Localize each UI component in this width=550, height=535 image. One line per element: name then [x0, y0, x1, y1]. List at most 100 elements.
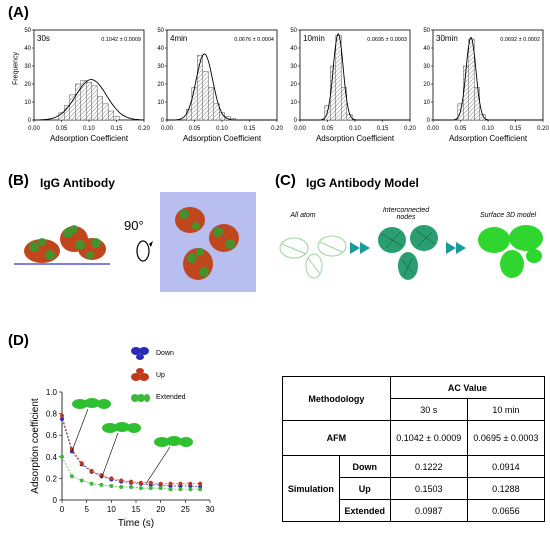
histogram-title: 30s: [37, 34, 50, 43]
x-tick-label: 0.00: [294, 126, 306, 132]
x-tick-label: 10: [107, 505, 116, 514]
series-line: [61, 456, 201, 490]
rotate-arrow-icon: [136, 240, 153, 262]
extended-molecule-snapshot-icon: [72, 398, 111, 409]
down-molecule-icon: [131, 347, 149, 360]
down-30s-value: 0.1222: [389, 455, 468, 478]
row-label-up: Up: [338, 477, 391, 500]
gaussian-fit-line: [33, 79, 144, 121]
x-tick-label: 0.05: [56, 126, 68, 132]
y-tick-label: 10: [290, 100, 297, 106]
plot-frame: [432, 29, 544, 121]
y-tick-label: 40: [24, 46, 31, 52]
y-tick-label: 0.6: [46, 431, 58, 440]
y-tick-label: 0: [294, 118, 298, 124]
y-axis-label: Adsorption coefficient: [30, 398, 41, 494]
histogram-bar: [186, 108, 192, 121]
y-tick-label: 0.2: [46, 474, 58, 483]
table-row-down: Simulation Down 0.1222 0.0914: [282, 455, 546, 522]
histogram-bar: [341, 87, 347, 121]
table-subheader-row: 30 s 10 min: [283, 398, 546, 421]
x-tick-label: 0.00: [161, 126, 173, 132]
data-point: [129, 485, 134, 490]
methodology-header: Methodology: [282, 376, 391, 421]
ac-value-header: AC Value: [389, 376, 546, 399]
panel-a-label: (A): [8, 4, 29, 21]
x-tick-label: 0: [60, 505, 65, 514]
y-tick-label: 0: [28, 118, 32, 124]
x-tick-label: 0.20: [138, 126, 150, 132]
data-point: [89, 468, 94, 473]
x-tick-label: 0.20: [404, 126, 416, 132]
histogram-annotation: 0.1042 ± 0.0009: [101, 37, 141, 43]
y-tick-label: 40: [423, 46, 430, 52]
data-point: [158, 486, 163, 491]
histogram-annotation: 0.0695 ± 0.0003: [367, 37, 407, 43]
x-tick-label: 0.15: [377, 126, 389, 132]
panel-c-title: IgG Antibody Model: [306, 176, 419, 190]
extended-molecule-icon: [131, 394, 150, 402]
annotation-pointer: [101, 432, 119, 479]
gaussian-fit-line: [167, 53, 277, 121]
data-point: [138, 486, 143, 491]
y-tick-label: 30: [157, 64, 164, 70]
data-point: [138, 480, 143, 485]
y-tick-label: 50: [24, 28, 31, 34]
step-all-atom-label: All atom: [290, 212, 316, 219]
data-point: [79, 461, 84, 466]
panel-c-label: (C): [275, 172, 296, 189]
y-tick-label: 0: [427, 118, 431, 124]
histogram-bar: [102, 103, 109, 121]
data-point: [79, 478, 84, 483]
legend-label-down: Down: [156, 349, 174, 357]
col-30s-header: 30 s: [389, 398, 468, 421]
histogram-title: 10min: [303, 34, 325, 43]
y-tick-label: 50: [423, 28, 430, 34]
legend-label-up: Up: [156, 371, 165, 379]
step-surface-label: Surface 3D model: [479, 212, 537, 219]
igg-side-view-image: [14, 225, 110, 265]
x-axis-label: Time (s): [118, 518, 154, 529]
plot-frame: [299, 29, 411, 121]
panel-d-label: (D): [8, 332, 29, 349]
x-axis-label: Adsorption Coefficient: [449, 134, 528, 143]
surface-model-image: [478, 225, 543, 278]
data-point: [109, 483, 114, 488]
y-tick-label: 20: [157, 82, 164, 88]
legend-label-extended: Extended: [156, 393, 186, 401]
ac-value-table: Methodology AC Value 30 s 10 min AFM 0.1…: [282, 376, 546, 522]
panel-b-label: (B): [8, 172, 29, 189]
data-point: [178, 487, 183, 492]
afm-30s-value: 0.1042 ± 0.0009: [389, 420, 468, 456]
x-tick-label: 5: [84, 505, 89, 514]
arrow-icon-1: [350, 242, 370, 254]
data-point: [69, 474, 74, 479]
histogram-bar: [213, 103, 220, 121]
histogram-bar: [191, 87, 198, 121]
data-point: [109, 476, 114, 481]
data-point: [188, 487, 193, 492]
adsorption-line-chart: 0 0.2 0.4 0.6 0.8 1.0 0 5 10 15 20 25 30 Time (s) Adso…: [30, 388, 215, 529]
data-point: [158, 481, 163, 486]
y-tick-label: 10: [423, 100, 430, 106]
data-point: [129, 479, 134, 484]
histogram-annotation: 0.0692 ± 0.0002: [500, 37, 540, 43]
histogram-2: 4min 0.0676 ± 0.0004 0.00 0.05 0.10 0.15 0.20 0…: [157, 28, 283, 143]
x-tick-label: 25: [181, 505, 190, 514]
data-point: [99, 482, 104, 487]
afm-label: AFM: [282, 420, 391, 456]
histogram-bar: [86, 81, 92, 121]
histogram-title: 4min: [170, 34, 187, 43]
data-point: [89, 481, 94, 486]
extended-molecule-snapshot-icon: [154, 436, 193, 447]
row-label-down: Down: [338, 455, 391, 478]
legend-item-up: Up: [130, 364, 186, 386]
histogram-bar: [202, 71, 209, 121]
y-tick-label: 0: [161, 118, 165, 124]
y-tick-label: 10: [157, 100, 164, 106]
gaussian-fit-line: [300, 33, 410, 121]
y-tick-label: 20: [290, 82, 297, 88]
table-header-row: Methodology AC Value: [282, 376, 546, 421]
x-tick-label: 20: [156, 505, 165, 514]
